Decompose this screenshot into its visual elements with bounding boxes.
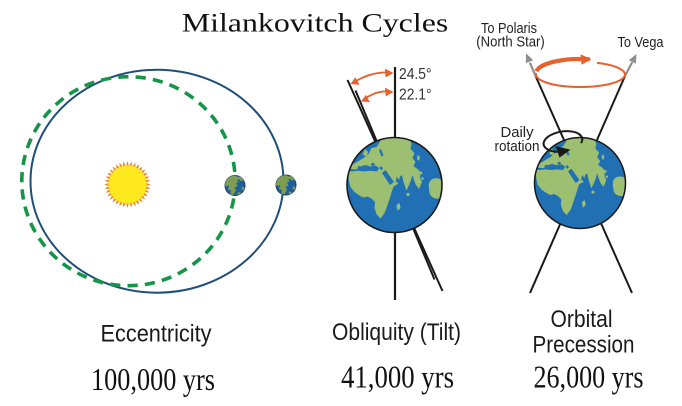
- svg-text:Daily: Daily: [501, 124, 534, 141]
- svg-text:41,000 yrs: 41,000 yrs: [341, 359, 454, 395]
- svg-text:24.5°: 24.5°: [399, 66, 432, 83]
- svg-text:Eccentricity: Eccentricity: [101, 321, 212, 348]
- svg-text:100,000 yrs: 100,000 yrs: [91, 361, 215, 397]
- svg-text:Milankovitch Cycles: Milankovitch Cycles: [182, 9, 449, 38]
- svg-text:26,000 yrs: 26,000 yrs: [534, 359, 644, 395]
- svg-text:To Vega: To Vega: [618, 34, 665, 51]
- svg-text:(North Star): (North Star): [476, 34, 545, 51]
- svg-text:Precession: Precession: [533, 332, 635, 359]
- svg-text:Obliquity (Tilt): Obliquity (Tilt): [332, 319, 461, 346]
- svg-text:22.1°: 22.1°: [399, 87, 432, 104]
- svg-text:Orbital: Orbital: [551, 306, 613, 333]
- svg-text:rotation: rotation: [495, 138, 540, 155]
- svg-text:To Polaris: To Polaris: [481, 20, 537, 37]
